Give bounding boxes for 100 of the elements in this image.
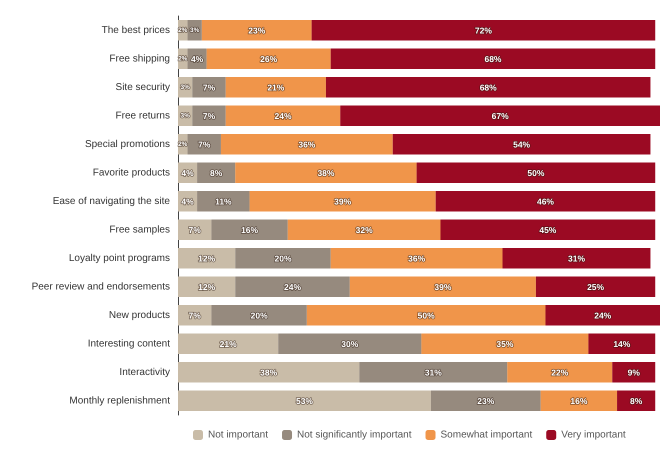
bar [235, 162, 417, 184]
y-tick-label: Free samples [109, 224, 170, 236]
bar [202, 20, 312, 41]
bar [421, 333, 588, 354]
data-label: 31% [424, 367, 442, 378]
legend-label: Not important [208, 430, 268, 440]
bar [436, 190, 656, 212]
bar [392, 134, 650, 155]
bar [440, 219, 656, 240]
y-tick-label: Interesting content [88, 338, 170, 350]
bar [250, 190, 436, 212]
bar [178, 390, 431, 412]
bar [350, 276, 536, 298]
data-label: 23% [248, 25, 266, 36]
data-label: 7% [202, 82, 216, 92]
y-tick-label: New products [108, 310, 170, 321]
data-label: 32% [356, 224, 374, 235]
data-label: 36% [408, 253, 426, 264]
data-label: 7% [188, 310, 202, 320]
bar [507, 362, 612, 383]
bar [330, 48, 656, 70]
data-label: 45% [539, 224, 557, 235]
data-label: 26% [260, 54, 278, 64]
bar [211, 219, 288, 240]
y-tick-label: Favorite products [92, 167, 170, 178]
data-label: 4% [190, 54, 204, 64]
data-label: 8% [210, 168, 223, 178]
data-label: 35% [496, 338, 514, 349]
bar [540, 390, 618, 412]
y-tick-label: Peer review and endorsements [32, 281, 170, 292]
bar [220, 134, 393, 155]
bar [416, 162, 656, 184]
data-label: 68% [480, 82, 498, 92]
data-label: 30% [341, 338, 359, 349]
data-label: 24% [594, 310, 612, 320]
bar [206, 48, 331, 70]
bar [235, 276, 350, 298]
y-tick-label: Ease of navigating the site [52, 196, 170, 207]
data-label: 20% [250, 310, 268, 320]
bar [359, 362, 508, 383]
data-label: 14% [613, 338, 631, 349]
data-label: 21% [220, 338, 238, 349]
data-label: 20% [274, 253, 292, 264]
legend-label: Not significantly important [297, 430, 412, 440]
y-tick-label: Interactivity [119, 366, 170, 378]
data-label: 31% [568, 253, 586, 264]
bar [306, 304, 546, 326]
data-label: 12% [198, 282, 216, 292]
data-label: 9% [628, 367, 640, 378]
bar [326, 76, 650, 98]
y-tick-label: Loyalty point programs [68, 252, 170, 264]
bar [211, 304, 307, 326]
data-label: 4% [181, 168, 194, 178]
bar [588, 333, 656, 354]
data-label: 4% [181, 196, 194, 206]
y-tick-label: The best prices [102, 24, 170, 36]
data-label: 24% [284, 282, 302, 292]
data-label: 36% [298, 139, 316, 150]
data-label: 54% [513, 139, 531, 150]
data-label: 11% [215, 196, 232, 206]
data-label: 8% [630, 396, 643, 406]
data-label: 21% [267, 82, 285, 92]
data-label: 67% [492, 110, 510, 121]
data-label: 24% [274, 110, 292, 121]
bar [502, 248, 650, 269]
y-tick-label: Site security [116, 82, 170, 93]
data-label: 39% [434, 282, 452, 292]
data-label: 7% [202, 110, 216, 121]
bar [178, 362, 360, 383]
data-label: 50% [527, 168, 545, 178]
bar [536, 276, 656, 298]
bar [226, 76, 326, 98]
data-label: 72% [474, 25, 492, 36]
data-label: 7% [198, 139, 211, 150]
data-label: 12% [198, 253, 216, 264]
bar [178, 333, 278, 354]
data-label: 7% [188, 224, 202, 235]
bar [226, 105, 340, 126]
legend-label: Very important [561, 430, 626, 440]
data-label: 25% [587, 282, 605, 292]
y-tick-label: Free shipping [109, 53, 170, 64]
bar [312, 20, 656, 41]
legend-label: Somewhat important [440, 430, 532, 440]
data-label: 53% [296, 396, 314, 406]
data-label: 16% [570, 396, 588, 406]
bar [340, 105, 660, 126]
data-label: 38% [260, 367, 278, 378]
bar [278, 333, 422, 354]
bar [545, 304, 660, 326]
data-label: 39% [334, 196, 352, 206]
bar [288, 219, 440, 240]
y-tick-label: Special promotions [84, 138, 170, 150]
bar [235, 248, 331, 269]
y-tick-label: Free returns [116, 110, 170, 122]
data-label: 38% [317, 168, 335, 178]
data-label: 23% [477, 396, 495, 406]
data-label: 16% [241, 224, 259, 235]
data-label: 50% [418, 310, 436, 320]
data-label: 46% [536, 196, 554, 206]
bar [330, 248, 503, 269]
